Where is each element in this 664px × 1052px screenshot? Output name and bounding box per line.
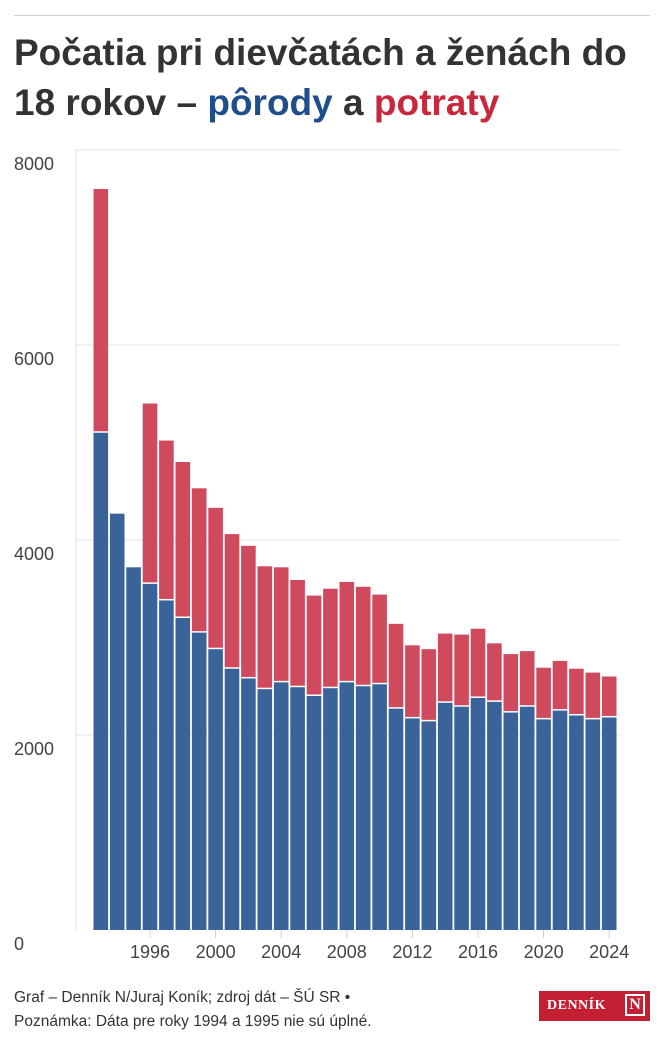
x-tick-label-2020: 2020 [524, 942, 564, 962]
y-tick-label-2000: 2000 [14, 739, 54, 759]
bar-abortions-2012 [405, 645, 420, 717]
bar-births-2010 [372, 684, 387, 930]
footer-note-text: Poznámka: Dáta pre roky 1994 a 1995 nie … [14, 1013, 372, 1030]
bar-births-2006 [306, 696, 322, 930]
bar-abortions-2016 [470, 628, 486, 697]
bar-births-2015 [454, 706, 469, 930]
bar-abortions-1997 [159, 440, 174, 599]
y-tick-label-4000: 4000 [14, 544, 54, 564]
bar-abortions-2008 [339, 581, 355, 681]
bar-births-2003 [257, 689, 273, 930]
bar-births-1999 [191, 632, 207, 930]
bar-abortions-2004 [273, 567, 289, 681]
bar-abortions-2003 [257, 566, 273, 688]
x-tick-label-2016: 2016 [458, 942, 498, 962]
bar-abortions-2000 [208, 507, 223, 648]
bar-births-2023 [585, 719, 601, 930]
bar-abortions-2022 [569, 668, 584, 714]
stacked-bar-chart: 0 2000 4000 6000 8000 1996 2000 2004 2008 2012 201… [14, 149, 629, 962]
bar-births-2011 [388, 708, 404, 930]
bar-abortions-2002 [241, 545, 256, 677]
bar-abortions-2017 [487, 643, 502, 701]
bar-births-2008 [339, 682, 355, 930]
bar-abortions-2020 [536, 667, 551, 718]
bar-births-1998 [175, 618, 191, 930]
footer-note: Graf – Denník N/Juraj Koník; zdroj dát –… [14, 986, 524, 1034]
bar-abortions-2007 [323, 588, 338, 687]
bar-abortions-2011 [388, 623, 404, 708]
bar-abortions-1998 [175, 462, 191, 617]
y-tick-label-0: 0 [14, 934, 24, 954]
x-tick-label-2024: 2024 [589, 942, 629, 962]
bar-births-2020 [536, 719, 551, 930]
bar-births-2007 [323, 688, 338, 930]
logo-n-mark: N [625, 994, 645, 1016]
x-tick-label-2008: 2008 [327, 942, 367, 962]
bar-births-1994 [109, 513, 125, 930]
bar-abortions-2018 [503, 654, 519, 712]
bar-births-2017 [487, 701, 502, 930]
bar-abortions-2023 [585, 672, 601, 718]
bar-abortions-2019 [519, 651, 535, 706]
bar-abortions-2014 [437, 633, 453, 702]
bar-births-2016 [470, 697, 486, 930]
bar-abortions-2006 [306, 595, 322, 695]
y-tick-label-8000: 8000 [14, 154, 54, 174]
bar-abortions-1996 [142, 403, 158, 583]
bar-abortions-2015 [454, 634, 469, 706]
top-rule [14, 15, 650, 16]
title-main: Počatia pri dievčatách a ženách do 18 ro… [14, 32, 627, 123]
bar-births-2014 [437, 702, 453, 930]
bar-births-2013 [421, 721, 437, 930]
logo-text: DENNÍK [547, 998, 607, 1013]
bar-births-2001 [224, 668, 240, 930]
bar-births-1996 [142, 583, 158, 930]
title-births-highlight: pôrody [207, 82, 333, 123]
bar-births-1995 [126, 567, 141, 930]
bar-births-2012 [405, 718, 420, 930]
chart-title: Počatia pri dievčatách a ženách do 18 ro… [14, 28, 654, 128]
dennik-n-logo[interactable]: DENNÍK N [539, 991, 650, 1021]
bar-abortions-2005 [290, 579, 305, 686]
bar-abortions-2001 [224, 534, 240, 668]
bar-births-2004 [273, 682, 289, 930]
bar-abortions-2009 [355, 586, 371, 685]
bar-births-2024 [601, 717, 617, 930]
bar-births-2005 [290, 687, 305, 930]
x-tick-label-1996: 1996 [130, 942, 170, 962]
bar-abortions-1999 [191, 488, 207, 632]
x-tick-label-2004: 2004 [261, 942, 301, 962]
bar-abortions-2010 [372, 594, 387, 683]
bar-births-2022 [569, 715, 584, 930]
bar-births-2018 [503, 712, 519, 930]
bar-births-2021 [552, 710, 568, 930]
x-tick-label-2000: 2000 [196, 942, 236, 962]
bar-births-1997 [159, 600, 174, 930]
bar-abortions-2024 [601, 676, 617, 716]
bar-abortions-2013 [421, 649, 437, 720]
bar-births-2009 [355, 686, 371, 930]
bar-abortions-1993 [93, 189, 109, 432]
bar-births-2002 [241, 678, 256, 930]
title-abortions-highlight: potraty [373, 82, 500, 123]
y-tick-label-6000: 6000 [14, 349, 54, 369]
footer-credit: Graf – Denník N/Juraj Koník; zdroj dát –… [14, 989, 351, 1006]
bar-births-2000 [208, 649, 223, 930]
bar-abortions-2021 [552, 660, 568, 710]
title-and: a [343, 82, 364, 123]
bar-births-1993 [93, 432, 109, 930]
bar-births-2019 [519, 706, 535, 930]
x-tick-label-2012: 2012 [392, 942, 432, 962]
